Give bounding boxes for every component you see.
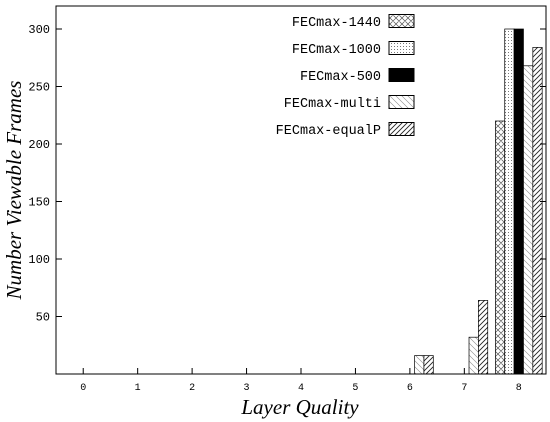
bar-fecmax-multi-q8 xyxy=(523,65,534,375)
x-tick-label: 4 xyxy=(298,383,304,394)
bar-fecmax-equalp-q7 xyxy=(478,300,489,375)
x-tick-label: 2 xyxy=(189,383,195,394)
x-tick-label: 1 xyxy=(135,383,141,394)
legend-label: FECmax-equalP xyxy=(276,124,381,139)
x-axis: 0 1 2 3 4 5 6 7 8 xyxy=(80,368,522,394)
x-tick-label: 8 xyxy=(516,383,522,394)
x-tick-label: 5 xyxy=(352,383,358,394)
legend-swatch xyxy=(388,14,415,28)
legend-label: FECmax-500 xyxy=(300,70,381,85)
bar-fecmax-equalp-q8 xyxy=(532,47,543,375)
y-tick-label: 50 xyxy=(36,311,50,325)
bar-fecmax-1440-q8 xyxy=(495,120,506,375)
x-tick-label: 6 xyxy=(407,383,413,394)
bar-fecmax-equalp-q6 xyxy=(423,355,434,375)
x-tick-label: 3 xyxy=(244,383,250,394)
x-axis-label: Layer Quality xyxy=(240,395,359,419)
bar-fecmax-multi-q7 xyxy=(468,336,479,375)
legend-label: FECmax-1000 xyxy=(292,43,381,58)
bar-fecmax-multi-q6 xyxy=(414,355,425,375)
bars xyxy=(414,28,543,375)
y-tick-label: 300 xyxy=(28,23,50,37)
legend-swatch xyxy=(388,95,415,109)
legend-label: FECmax-multi xyxy=(284,97,381,112)
legend: FECmax-1440 FECmax-1000 FECmax-500 FECmax-m… xyxy=(276,14,415,139)
bar-fecmax-500-q8 xyxy=(513,28,524,375)
legend-swatch xyxy=(388,68,415,82)
x-tick-label: 7 xyxy=(461,383,467,394)
x-tick-label: 0 xyxy=(80,383,86,394)
y-tick-label: 250 xyxy=(28,81,50,95)
bar-fecmax-1000-q8 xyxy=(504,28,515,375)
y-tick-label: 150 xyxy=(28,196,50,210)
y-axis-label: Number Viewable Frames xyxy=(2,81,26,301)
plot-frame xyxy=(55,5,547,375)
y-tick-label: 200 xyxy=(28,138,50,152)
legend-swatch xyxy=(388,122,415,136)
legend-swatch xyxy=(388,41,415,55)
y-tick-label: 100 xyxy=(28,253,50,267)
y-axis: 50 100 150 200 250 300 xyxy=(28,23,546,325)
legend-label: FECmax-1440 xyxy=(292,16,381,31)
